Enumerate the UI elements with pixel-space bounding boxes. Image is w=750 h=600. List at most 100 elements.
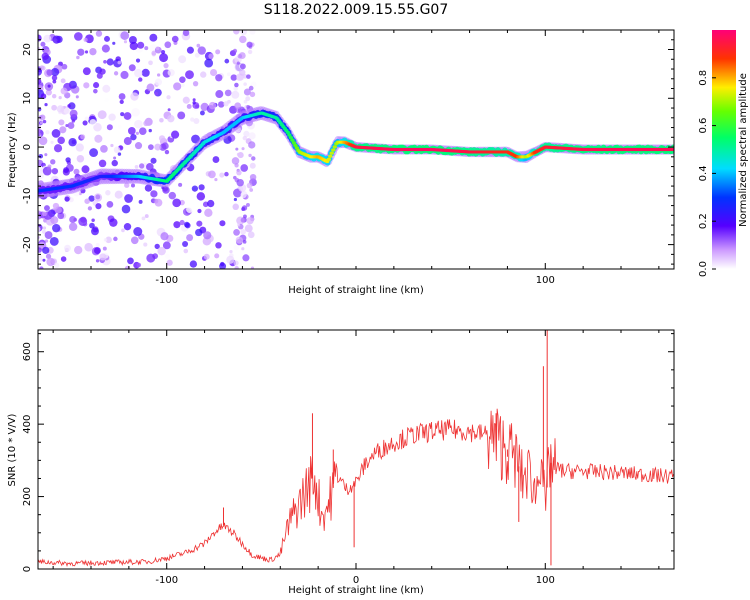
noise-blob — [82, 154, 92, 163]
noise-blob — [204, 58, 214, 68]
noise-blob — [246, 182, 253, 189]
noise-blob — [178, 55, 187, 64]
noise-blob — [42, 211, 47, 217]
noise-blob — [189, 260, 198, 268]
noise-blob — [159, 53, 169, 63]
noise-blob — [98, 159, 107, 168]
noise-blob — [233, 197, 238, 202]
noise-blob — [102, 246, 107, 251]
noise-blob — [99, 253, 107, 261]
noise-blob — [192, 80, 199, 87]
noise-blob — [118, 93, 126, 100]
noise-blob — [52, 202, 60, 210]
chart-title: S118.2022.009.15.55.G07 — [264, 2, 449, 18]
snr-y-tick-label: 400 — [22, 415, 33, 434]
ridge-core — [287, 133, 292, 137]
noise-blob — [124, 194, 133, 203]
noise-blob — [247, 231, 255, 239]
noise-blob — [167, 114, 175, 123]
noise-blob — [52, 223, 61, 233]
noise-blob — [113, 236, 118, 242]
heatmap-x-tick-label: -100 — [155, 275, 178, 286]
noise-blob — [224, 58, 230, 64]
noise-blob — [63, 107, 71, 115]
noise-blob — [204, 208, 213, 217]
noise-blob — [77, 48, 85, 56]
noise-blob — [244, 224, 253, 233]
noise-blob — [249, 173, 257, 181]
noise-blob — [224, 178, 231, 185]
noise-blob — [148, 60, 153, 66]
noise-blob — [120, 70, 129, 80]
noise-blob — [84, 198, 90, 204]
noise-blob — [146, 253, 156, 263]
noise-blob — [44, 231, 53, 239]
noise-blob — [139, 163, 145, 169]
noise-blob — [233, 86, 239, 91]
noise-blob — [134, 68, 143, 78]
noise-blob — [47, 84, 51, 88]
noise-blob — [46, 257, 55, 267]
noise-blob — [130, 133, 137, 141]
noise-blob — [251, 156, 256, 161]
noise-blob — [39, 121, 43, 125]
heatmap-y-tick-label: 20 — [22, 43, 33, 56]
noise-blob — [97, 110, 107, 120]
noise-blob — [42, 119, 47, 124]
colorbar: 0.0 0.2 0.4 0.6 0.8 Normalized spectral ampl… — [698, 30, 749, 277]
noise-blob — [38, 247, 42, 253]
noise-blob — [95, 259, 100, 263]
noise-blob — [235, 147, 239, 151]
noise-blob — [39, 266, 44, 269]
noise-blob — [51, 94, 57, 99]
noise-blob — [88, 195, 95, 202]
noise-blob — [56, 105, 65, 113]
noise-blob — [110, 143, 114, 148]
noise-blob — [113, 71, 119, 76]
noise-blob — [248, 153, 252, 158]
noise-blob — [114, 190, 123, 199]
noise-blob — [154, 198, 163, 207]
noise-blob — [121, 228, 125, 233]
noise-blob — [117, 125, 122, 129]
ridge-core — [331, 148, 336, 152]
noise-blob — [105, 236, 112, 244]
colorbar-tick-label: 0.2 — [698, 213, 709, 229]
noise-blob — [208, 53, 214, 59]
noise-blob — [73, 168, 80, 175]
noise-blob — [89, 118, 97, 126]
noise-blob — [81, 165, 90, 174]
noise-blob — [45, 89, 52, 96]
noise-blob — [113, 156, 117, 160]
noise-blob — [148, 128, 152, 133]
snr-y-tick-label: 0 — [22, 566, 33, 572]
noise-blob — [212, 156, 220, 163]
noise-blob — [50, 67, 60, 77]
snr-x-tick-label: -100 — [155, 575, 178, 586]
noise-blob — [185, 70, 194, 80]
noise-blob — [78, 192, 82, 196]
noise-blob — [65, 157, 71, 163]
noise-blob — [134, 165, 139, 169]
ridge-core — [288, 136, 294, 140]
noise-blob — [38, 132, 41, 137]
noise-blob — [113, 146, 121, 154]
ridge-core — [326, 157, 331, 161]
noise-blob — [65, 123, 69, 128]
noise-blob — [171, 130, 180, 139]
noise-blob — [87, 206, 93, 211]
noise-blob — [120, 31, 130, 40]
noise-blob — [249, 30, 256, 35]
noise-blob — [239, 63, 246, 70]
noise-blob — [173, 221, 181, 229]
noise-blob — [84, 242, 93, 252]
noise-blob — [215, 74, 223, 82]
noise-blob — [60, 87, 68, 95]
noise-blob — [166, 259, 173, 266]
noise-blob — [243, 130, 250, 138]
noise-blob — [173, 82, 182, 91]
noise-blob — [38, 136, 48, 146]
noise-blob — [40, 41, 46, 47]
noise-blob — [127, 126, 136, 135]
